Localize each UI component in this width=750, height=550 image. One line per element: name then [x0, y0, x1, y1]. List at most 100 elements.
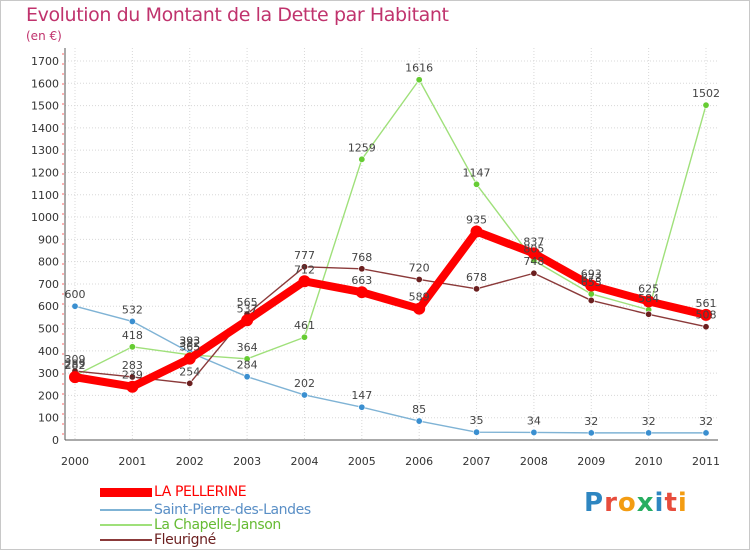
data-point: [645, 310, 653, 318]
data-label: 289: [65, 358, 86, 371]
legend-swatch: [100, 524, 152, 526]
proxiti-logo: Proxiti: [584, 488, 688, 518]
y-tick-label: 600: [38, 300, 59, 313]
data-label: 565: [237, 296, 258, 309]
data-point: [700, 308, 712, 321]
data-label: 561: [696, 297, 717, 310]
data-label: 712: [294, 263, 315, 276]
y-tick-label: 300: [38, 367, 59, 380]
y-tick-label: 400: [38, 345, 59, 358]
data-label: 239: [122, 369, 143, 382]
x-tick-label: 2002: [176, 455, 204, 468]
y-tick-label: 1700: [31, 55, 59, 68]
data-point: [183, 352, 196, 365]
data-label: 147: [351, 389, 372, 402]
data-label: 837: [523, 235, 544, 248]
x-tick-label: 2008: [520, 455, 548, 468]
data-point: [358, 403, 366, 411]
data-point: [69, 371, 81, 384]
data-point: [473, 180, 481, 188]
data-point: [415, 76, 423, 84]
series-line: [74, 266, 707, 385]
data-point: [587, 296, 595, 304]
data-point: [358, 155, 366, 163]
data-label: 35: [470, 414, 484, 427]
x-tick-label: 2009: [577, 455, 605, 468]
data-point: [702, 429, 710, 437]
data-label: 589: [409, 291, 430, 304]
legend-item: La Chapelle-Janson: [100, 517, 281, 533]
data-point: [415, 417, 423, 425]
data-label: 693: [581, 268, 602, 281]
x-tick-label: 2010: [635, 455, 663, 468]
data-label: 283: [122, 359, 143, 372]
data-point: [470, 225, 483, 238]
data-label: 673: [581, 272, 602, 285]
data-label: 85: [412, 403, 426, 416]
data-point: [587, 290, 595, 298]
legend-label: La Chapelle-Janson: [154, 517, 281, 533]
x-tick-label: 2006: [405, 455, 433, 468]
y-tick-label: 700: [38, 278, 59, 291]
data-point: [128, 343, 136, 351]
data-label: 1147: [463, 166, 491, 179]
data-label: 282: [65, 359, 86, 372]
y-tick-label: 900: [38, 233, 59, 246]
data-point: [300, 333, 308, 341]
data-label: 508: [696, 309, 717, 322]
data-point: [530, 269, 538, 277]
data-label: 309: [65, 353, 86, 366]
data-point: [530, 428, 538, 436]
data-label: 625: [638, 283, 659, 296]
data-label: 532: [122, 303, 143, 316]
legend-label: LA PELLERINE: [154, 484, 247, 500]
data-label: 720: [409, 261, 430, 274]
data-label: 32: [642, 415, 656, 428]
legend-item: Saint-Pierre-des-Landes: [100, 502, 311, 518]
logo-letter: t: [664, 488, 678, 518]
data-label: 254: [179, 365, 200, 378]
data-point: [473, 428, 481, 436]
legend-swatch: [100, 487, 152, 497]
series-line: [71, 227, 710, 391]
data-point: [413, 302, 426, 315]
x-tick-label: 2007: [463, 455, 491, 468]
data-label: 678: [466, 271, 487, 284]
y-tick-label: 500: [38, 323, 59, 336]
data-label: 805: [523, 243, 544, 256]
legend-item: LA PELLERINE: [100, 484, 247, 500]
data-label: 364: [237, 341, 258, 354]
data-point: [298, 275, 311, 288]
data-point: [128, 317, 136, 325]
y-tick-label: 1600: [31, 77, 59, 90]
x-tick-label: 2004: [290, 455, 318, 468]
data-label: 393: [179, 334, 200, 347]
data-label: 1616: [405, 62, 433, 75]
data-label: 365: [179, 341, 200, 354]
chart-unit: (en €): [26, 29, 62, 43]
data-point: [128, 373, 136, 381]
data-label: 935: [466, 214, 487, 227]
legend-item: Fleurigné: [100, 532, 216, 548]
y-tick-label: 1300: [31, 144, 59, 157]
data-point: [300, 391, 308, 399]
series-line: [74, 79, 707, 377]
data-label: 748: [523, 255, 544, 268]
data-point: [642, 295, 655, 308]
data-point: [645, 429, 653, 437]
x-tick-label: 2003: [233, 455, 261, 468]
logo-letter: o: [617, 488, 637, 518]
data-label: 584: [638, 292, 659, 305]
y-tick-label: 200: [38, 389, 59, 402]
logo-letter: i: [654, 488, 665, 518]
data-label: 382: [179, 337, 200, 350]
data-point: [358, 265, 366, 273]
data-label: 461: [294, 319, 315, 332]
data-point: [355, 286, 368, 299]
data-point: [527, 247, 540, 260]
data-label: 34: [527, 414, 541, 427]
data-label: 32: [584, 415, 598, 428]
x-tick-label: 2000: [61, 455, 89, 468]
data-label: 537: [237, 302, 258, 315]
